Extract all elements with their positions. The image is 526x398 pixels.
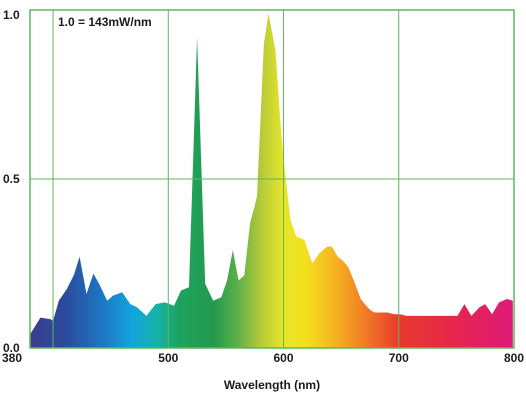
y-tick-label: 1.0 (3, 8, 20, 22)
x-tick-label: 700 (389, 351, 409, 365)
spectrum-area (30, 13, 513, 349)
y-tick-label: 0.5 (3, 172, 20, 186)
scale-annotation: 1.0 = 143mW/nm (58, 15, 152, 29)
x-tick-label: 800 (504, 351, 524, 365)
y-tick-label: 0.0 (3, 341, 20, 355)
grid-lines (29, 9, 515, 349)
x-tick-label: 380 (2, 351, 22, 365)
x-axis-title: Wavelength (nm) (224, 378, 320, 392)
x-tick-label: 500 (158, 351, 178, 365)
plot-frame (29, 9, 515, 349)
tick-labels: 380 500 600 700 800 0.0 0.5 1.0 (2, 8, 524, 365)
x-tick-label: 600 (274, 351, 294, 365)
